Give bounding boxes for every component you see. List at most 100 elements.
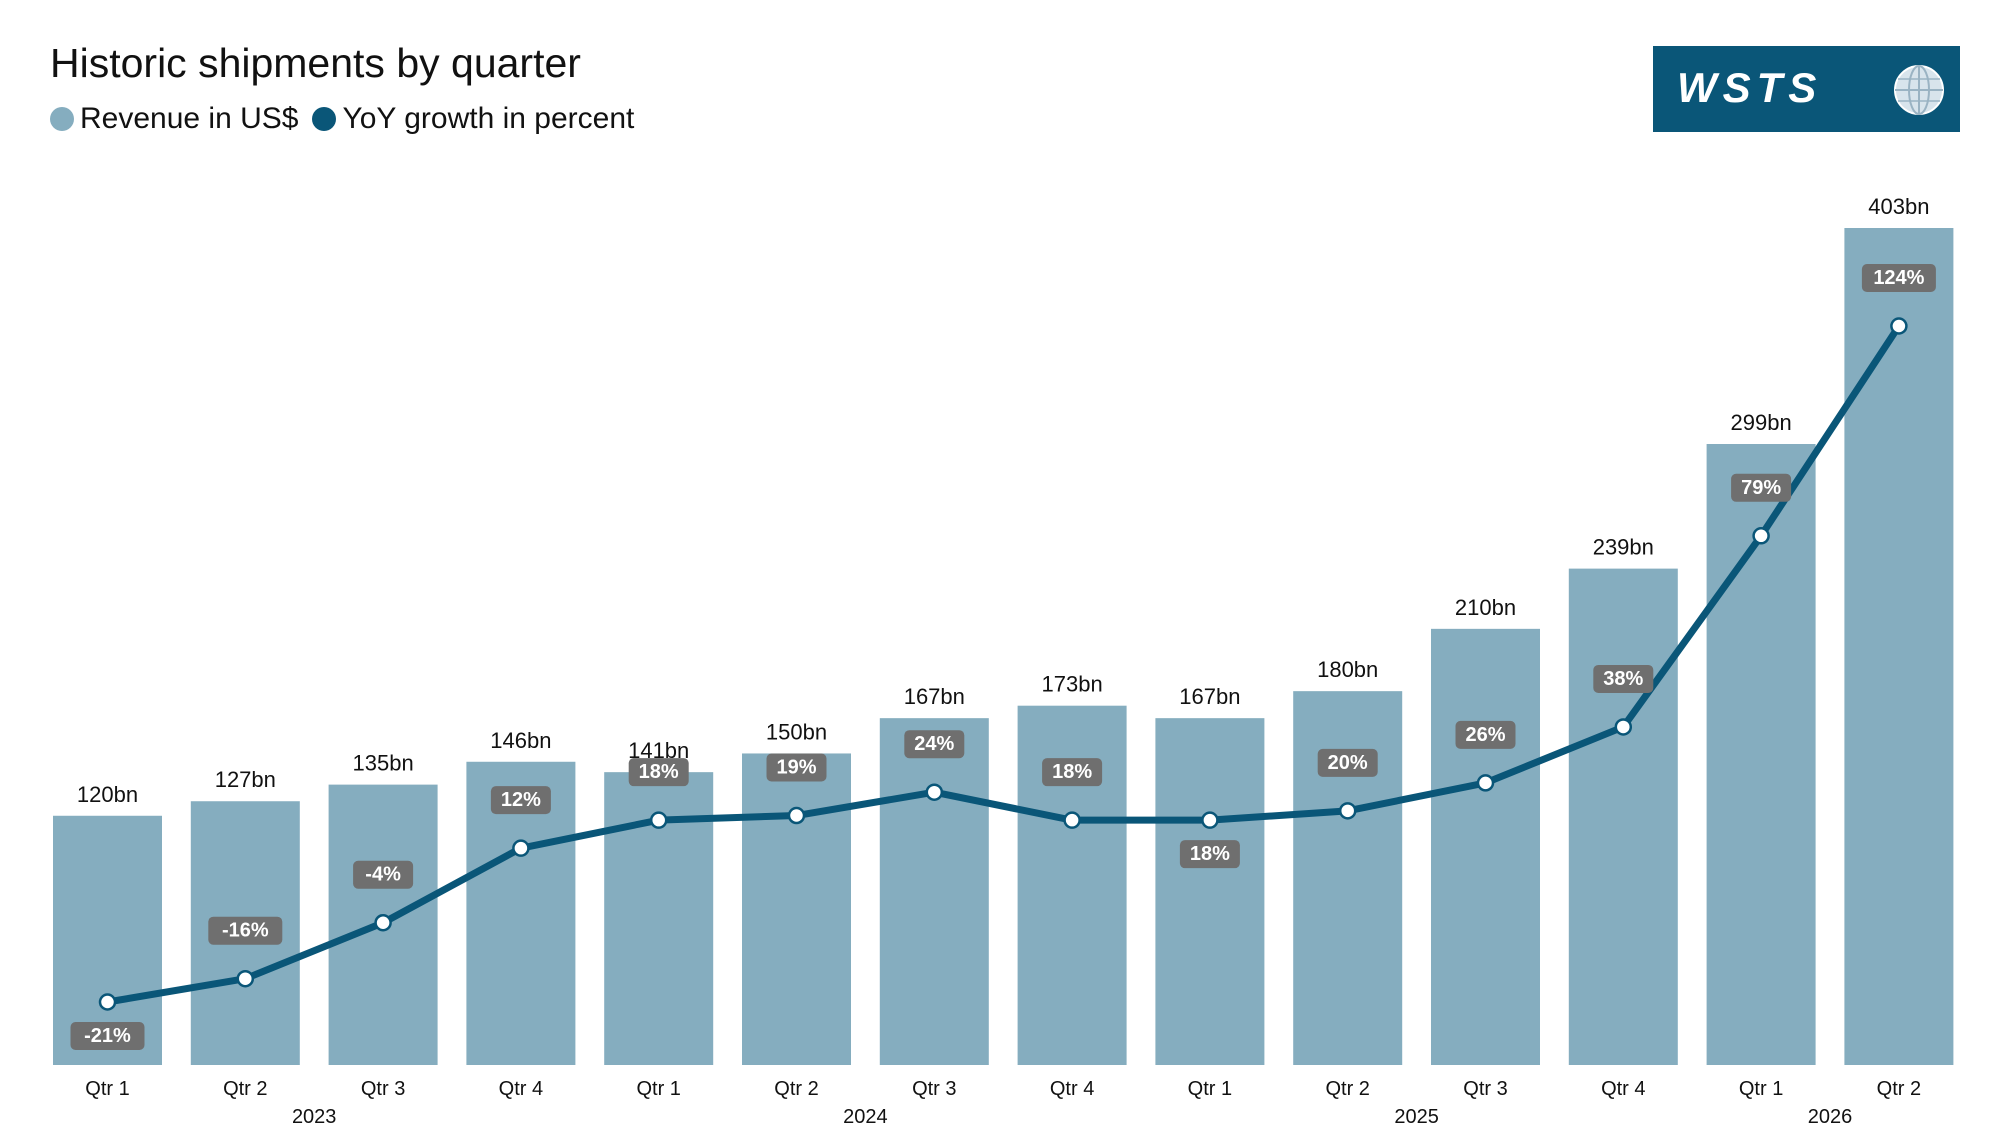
growth-point-4 bbox=[649, 811, 668, 829]
growth-label-5: 19% bbox=[776, 757, 816, 779]
bar-value-label-5: 150bn bbox=[766, 719, 827, 744]
growth-badge-4: 18% bbox=[628, 758, 689, 787]
growth-badge-bg-7 bbox=[1042, 758, 1103, 787]
growth-badge-bg-9 bbox=[1317, 748, 1378, 777]
legend-item-growth: YoY growth in percent bbox=[312, 102, 634, 136]
growth-line-layer: -21% -16% -4% 12% 18% 19% 24% 18% 18% 20% 26% 38% 79… bbox=[70, 264, 1936, 1050]
growth-label-10: 26% bbox=[1465, 724, 1505, 746]
x-axis-layer: Qtr 1 Qtr 2 Qtr 3 Qtr 4 Qtr 1 Qtr 2 Qtr 3 Qtr 4… bbox=[85, 1078, 1921, 1128]
growth-badge-1: -16% bbox=[208, 916, 283, 945]
growth-badge-10: 26% bbox=[1455, 720, 1516, 749]
growth-point-13 bbox=[1890, 317, 1908, 335]
growth-point-0 bbox=[98, 993, 117, 1011]
x-tick-label-1: Qtr 2 bbox=[223, 1078, 267, 1100]
year-label-2026: 2026 bbox=[1808, 1106, 1853, 1128]
growth-badge-bg-2 bbox=[353, 860, 414, 889]
growth-point-5 bbox=[787, 806, 806, 825]
bar-revenue-13 bbox=[1844, 228, 1954, 1065]
x-tick-label-0: Qtr 1 bbox=[85, 1078, 129, 1100]
legend-item-revenue: Revenue in US$ bbox=[50, 102, 298, 136]
growth-label-7: 18% bbox=[1052, 761, 1092, 783]
growth-point-12 bbox=[1752, 527, 1770, 545]
wsts-logo: WSTS bbox=[1653, 46, 1960, 132]
growth-badge-bg-4 bbox=[628, 758, 689, 787]
growth-badge-bg-10 bbox=[1455, 720, 1516, 749]
growth-point-11 bbox=[1614, 718, 1633, 736]
growth-badge-bg-3 bbox=[490, 786, 551, 815]
bar-revenue-11 bbox=[1568, 568, 1678, 1065]
bar-revenue-9 bbox=[1293, 691, 1403, 1065]
x-tick-label-5: Qtr 2 bbox=[774, 1078, 818, 1100]
growth-point-8 bbox=[1201, 811, 1219, 829]
growth-label-9: 20% bbox=[1328, 752, 1368, 774]
bar-value-label-9: 180bn bbox=[1317, 657, 1378, 682]
year-label-2025: 2025 bbox=[1394, 1106, 1439, 1128]
x-tick-label-12: Qtr 1 bbox=[1739, 1078, 1783, 1100]
growth-badge-3: 12% bbox=[490, 786, 551, 815]
year-label-2023: 2023 bbox=[292, 1106, 337, 1128]
growth-badge-bg-11 bbox=[1593, 664, 1654, 693]
growth-point-3 bbox=[512, 839, 530, 857]
bar-revenue-8 bbox=[1155, 718, 1265, 1065]
x-tick-label-4: Qtr 1 bbox=[636, 1078, 680, 1100]
bar-revenue-6 bbox=[879, 718, 989, 1065]
growth-label-13: 124% bbox=[1873, 267, 1924, 289]
legend: Revenue in US$ YoY growth in percent bbox=[50, 102, 648, 136]
growth-badge-12: 79% bbox=[1731, 473, 1792, 502]
x-tick-label-6: Qtr 3 bbox=[912, 1078, 956, 1100]
growth-badge-bg-13 bbox=[1861, 264, 1936, 292]
bar-value-label-2: 135bn bbox=[353, 751, 414, 776]
growth-label-3: 12% bbox=[501, 789, 541, 811]
bar-revenue-10 bbox=[1431, 628, 1540, 1065]
x-tick-label-10: Qtr 3 bbox=[1463, 1078, 1507, 1100]
growth-point-2 bbox=[374, 913, 392, 932]
growth-label-1: -16% bbox=[222, 920, 269, 942]
growth-point-7 bbox=[1063, 811, 1081, 829]
x-tick-label-3: Qtr 4 bbox=[499, 1078, 543, 1100]
bar-revenue-12 bbox=[1706, 444, 1816, 1065]
x-tick-label-11: Qtr 4 bbox=[1601, 1078, 1645, 1100]
legend-label-revenue: Revenue in US$ bbox=[80, 102, 299, 135]
growth-badge-8: 18% bbox=[1179, 840, 1240, 869]
growth-badge-2: -4% bbox=[353, 860, 414, 889]
logo-wordmark: WSTS bbox=[1677, 64, 1822, 111]
growth-badge-bg-1 bbox=[208, 916, 283, 945]
growth-label-4: 18% bbox=[639, 761, 679, 783]
growth-badge-bg-6 bbox=[904, 730, 965, 759]
growth-badge-bg-5 bbox=[766, 753, 827, 782]
growth-label-12: 79% bbox=[1741, 477, 1781, 499]
growth-label-11: 38% bbox=[1603, 668, 1643, 690]
growth-label-2: -4% bbox=[365, 864, 401, 886]
growth-badge-0: -21% bbox=[70, 1022, 145, 1050]
bar-revenue-5 bbox=[742, 753, 851, 1065]
growth-badge-9: 20% bbox=[1317, 748, 1378, 777]
bar-value-label-13: 403bn bbox=[1868, 194, 1929, 219]
bar-value-label-11: 239bn bbox=[1593, 535, 1654, 560]
bar-value-label-6: 167bn bbox=[904, 684, 965, 709]
growth-badge-13: 124% bbox=[1861, 264, 1936, 292]
growth-badge-11: 38% bbox=[1593, 664, 1654, 693]
x-tick-label-2: Qtr 3 bbox=[361, 1078, 405, 1100]
bar-value-label-10: 210bn bbox=[1455, 595, 1516, 620]
bar-value-label-0: 120bn bbox=[77, 782, 138, 807]
growth-badge-5: 19% bbox=[766, 753, 827, 782]
globe-icon bbox=[1894, 65, 1944, 115]
x-tick-label-8: Qtr 1 bbox=[1188, 1078, 1232, 1100]
growth-point-1 bbox=[236, 969, 255, 988]
bar-value-label-1: 127bn bbox=[215, 767, 276, 792]
chart-title: Historic shipments by quarter bbox=[50, 40, 581, 86]
legend-swatch-growth bbox=[312, 107, 337, 131]
growth-badge-7: 18% bbox=[1042, 758, 1103, 787]
growth-point-6 bbox=[925, 783, 944, 801]
growth-point-10 bbox=[1476, 774, 1495, 792]
year-label-2024: 2024 bbox=[843, 1106, 888, 1128]
growth-line bbox=[104, 322, 1903, 1006]
legend-swatch-revenue bbox=[50, 107, 74, 131]
x-tick-label-13: Qtr 2 bbox=[1877, 1078, 1921, 1100]
x-tick-label-9: Qtr 2 bbox=[1325, 1078, 1369, 1100]
bar-value-label-3: 146bn bbox=[490, 728, 551, 753]
bar-value-label-12: 299bn bbox=[1731, 410, 1792, 435]
bar-value-label-7: 173bn bbox=[1042, 672, 1103, 697]
growth-badge-bg-8 bbox=[1179, 840, 1240, 869]
